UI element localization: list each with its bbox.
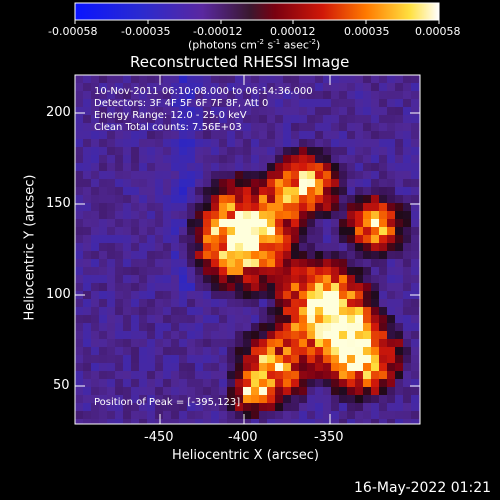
units-mid: s bbox=[263, 38, 274, 52]
x-tick-label-2: -400 bbox=[228, 430, 258, 445]
x-ticks bbox=[159, 75, 331, 424]
colorbar-tick-6: 0.00058 bbox=[415, 25, 461, 38]
units-mid-2: asec bbox=[280, 38, 309, 52]
y-tick-label-3: 100 bbox=[46, 287, 71, 302]
y-tick-label-1: 200 bbox=[46, 105, 71, 120]
y-axis-label: Heliocentric Y (arcsec) bbox=[22, 174, 38, 321]
annotation-time-range: 10-Nov-2011 06:10:08.000 to 06:14:36.000 bbox=[94, 86, 313, 97]
annotation-detectors: Detectors: 3F 4F 5F 6F 7F 8F, Att 0 bbox=[94, 98, 269, 109]
colorbar bbox=[74, 2, 440, 24]
x-tick-label-3: -350 bbox=[314, 430, 344, 445]
colorbar-tick-4: 0.00012 bbox=[270, 25, 316, 38]
plot-title: Reconstructed RHESSI Image bbox=[130, 53, 350, 71]
units-exp-1: -2 bbox=[256, 38, 264, 46]
units-suffix: ) bbox=[315, 38, 321, 52]
colorbar-tick-5: 0.00035 bbox=[344, 25, 390, 38]
annotation-energy: Energy Range: 12.0 - 25.0 keV bbox=[94, 110, 247, 121]
colorbar-units: (photons cm-2 s-1 asec-2) bbox=[188, 38, 320, 52]
units-prefix: (photons cm bbox=[188, 38, 257, 52]
rhessi-image bbox=[75, 75, 420, 424]
footer-date: 16-May-2022 01:21 bbox=[354, 480, 492, 496]
units-exp-3: -2 bbox=[308, 38, 316, 46]
x-tick-label-1: -450 bbox=[144, 430, 174, 445]
y-tick-label-4: 50 bbox=[53, 378, 70, 393]
y-ticks bbox=[75, 112, 420, 387]
colorbar-tick-2: -0.00035 bbox=[121, 25, 171, 38]
colorbar-tick-3: -0.00012 bbox=[193, 25, 243, 38]
x-axis-label: Heliocentric X (arcsec) bbox=[172, 448, 319, 463]
y-tick-label-2: 150 bbox=[46, 196, 71, 211]
annotation-peak: Position of Peak = [-395,123] bbox=[94, 397, 241, 408]
colorbar-gradient bbox=[74, 2, 440, 21]
colorbar-tick-1: -0.00058 bbox=[48, 25, 98, 38]
annotation-method: Clean Total counts: 7.56E+03 bbox=[94, 122, 242, 133]
units-exp-2: -1 bbox=[273, 38, 281, 46]
plot-frame bbox=[74, 74, 421, 425]
